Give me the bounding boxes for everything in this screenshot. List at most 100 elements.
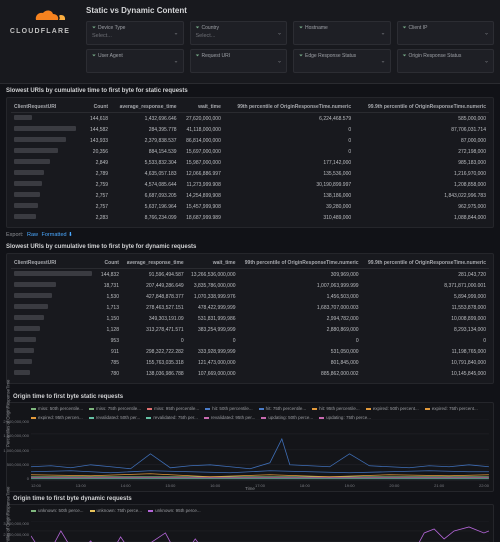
- filter-country[interactable]: ⏷Country Select... ⌄: [190, 21, 288, 45]
- export-raw-link[interactable]: Raw: [27, 232, 38, 238]
- chevron-down-icon: ⌄: [173, 30, 178, 37]
- export-formatted-link[interactable]: Formatted: [42, 232, 67, 238]
- filter-user agent[interactable]: ⏷User Agent ⌄: [86, 49, 184, 73]
- brand-name: CLOUDFLARE: [10, 28, 70, 35]
- funnel-icon: ⏷: [299, 25, 303, 31]
- legend-item[interactable]: unknown: 50th perce...: [31, 508, 84, 513]
- table-row: 1,150349,303,191.09531,831,999,9862,994,…: [11, 313, 489, 324]
- table-row: 2,7594,574,085.64411,273,999.90830,190,8…: [11, 179, 489, 190]
- static-uri-table: ClientRequestURICountaverage_response_ti…: [11, 102, 489, 223]
- funnel-icon: ⏷: [403, 53, 407, 59]
- download-icon[interactable]: ⬇: [68, 232, 73, 238]
- legend-item[interactable]: miss: 75th percentile...: [89, 406, 141, 411]
- export-row: Export: Raw Formatted ⬇: [6, 232, 494, 238]
- redacted-uri: [14, 148, 58, 153]
- table-row: 18,731207,449,286.6493,835,786,000,0001,…: [11, 280, 489, 291]
- table-row: 20,356884,154.53915,697,000,0000272,198,…: [11, 146, 489, 157]
- redacted-uri: [14, 282, 56, 287]
- filter-origin response status[interactable]: ⏷Origin Response Status ⌄: [397, 49, 495, 73]
- redacted-uri: [14, 337, 36, 342]
- legend-item[interactable]: hit: 95th percentile...: [312, 406, 360, 411]
- redacted-uri: [14, 214, 36, 219]
- table-row: 144,582284,395.77841,118,000,000087,706,…: [11, 124, 489, 135]
- redacted-uri: [14, 137, 66, 142]
- chevron-down-icon: ⌄: [484, 58, 489, 65]
- page-title: Static vs Dynamic Content: [86, 4, 187, 17]
- funnel-icon: ⏷: [299, 53, 303, 59]
- header: CLOUDFLARE Static vs Dynamic Content ⏷De…: [0, 0, 500, 84]
- table-row: 1,713278,463,527.151478,422,999,9991,683…: [11, 302, 489, 313]
- col-header[interactable]: 99th percentile of OriginResponseTime.nu…: [224, 102, 354, 113]
- redacted-uri: [14, 181, 42, 186]
- table-row: 2,8495,533,832.30415,987,000,000177,142,…: [11, 157, 489, 168]
- legend-item[interactable]: hit: 75th percentile...: [259, 406, 307, 411]
- funnel-icon: ⏷: [92, 25, 96, 31]
- col-header[interactable]: ClientRequestURI: [11, 102, 85, 113]
- funnel-icon: ⏷: [403, 25, 407, 31]
- col-header[interactable]: Count: [97, 258, 122, 269]
- redacted-uri: [14, 304, 48, 309]
- table-row: 9530000: [11, 335, 489, 346]
- filter-area: Static vs Dynamic Content ⏷Device Type S…: [80, 0, 500, 83]
- col-header[interactable]: Count: [85, 102, 111, 113]
- chevron-down-icon: ⌄: [380, 30, 385, 37]
- table-row: 144,6181,432,696.64627,620,000,0006,224,…: [11, 113, 489, 125]
- brand-logo: CLOUDFLARE: [0, 0, 80, 39]
- col-header[interactable]: 99.9th percentile of OriginResponseTime.…: [362, 258, 489, 269]
- legend-item[interactable]: miss: 95th percentile...: [147, 406, 199, 411]
- table-row: 143,9332,379,838.53786,814,000,000087,00…: [11, 135, 489, 146]
- redacted-uri: [14, 203, 38, 208]
- redacted-uri: [14, 271, 92, 276]
- filter-edge response status[interactable]: ⏷Edge Response Status ⌄: [293, 49, 391, 73]
- chart-series: [31, 471, 489, 473]
- filter-client ip[interactable]: ⏷Client IP ⌄: [397, 21, 495, 45]
- legend-item[interactable]: miss: 50th percentile...: [31, 406, 83, 411]
- cloudflare-cloud-icon: [14, 6, 66, 26]
- static-ttfb-chart: Origin time to first byte static request…: [6, 402, 494, 492]
- col-header[interactable]: average_response_time: [122, 258, 187, 269]
- dynamic-ttfb-chart: Origin time to first byte dynamic reques…: [6, 504, 494, 542]
- col-header[interactable]: wait_time: [187, 258, 239, 269]
- filter-hostname[interactable]: ⏷Hostname ⌄: [293, 21, 391, 45]
- legend-item[interactable]: unknown: 95th perce...: [148, 508, 201, 513]
- funnel-icon: ⏷: [92, 53, 96, 59]
- chevron-down-icon: ⌄: [277, 30, 282, 37]
- chevron-down-icon: ⌄: [277, 58, 282, 65]
- redacted-uri: [14, 126, 76, 131]
- redacted-uri: [14, 315, 44, 320]
- table-row: 2,7575,637,196.96415,457,999,90839,280,0…: [11, 201, 489, 212]
- redacted-uri: [14, 170, 44, 175]
- col-header[interactable]: average_response_time: [111, 102, 179, 113]
- section-title: Slowest URIs by cumulative time to first…: [6, 88, 494, 94]
- col-header[interactable]: ClientRequestURI: [11, 258, 97, 269]
- redacted-uri: [14, 115, 32, 120]
- redacted-uri: [14, 192, 40, 197]
- table-row: 144,83291,596,494.58713,266,536,000,0003…: [11, 269, 489, 281]
- redacted-uri: [14, 293, 52, 298]
- redacted-uri: [14, 348, 34, 353]
- table-row: 1,128313,278,471.571383,254,999,9992,880…: [11, 324, 489, 335]
- table-row: 2,7894,635,057.18312,066,886.997135,536,…: [11, 168, 489, 179]
- redacted-uri: [14, 159, 50, 164]
- chart-series: [31, 474, 489, 477]
- legend-item[interactable]: expired: 50th percent...: [366, 406, 419, 411]
- legend-item[interactable]: expired: 75th percent...: [425, 406, 478, 411]
- col-header[interactable]: wait_time: [180, 102, 224, 113]
- table-row: 2,7576,687,093.20514,254,899,908138,186,…: [11, 190, 489, 201]
- funnel-icon: ⏷: [196, 25, 200, 31]
- legend-item[interactable]: hit: 50th percentile...: [205, 406, 253, 411]
- redacted-uri: [14, 370, 30, 375]
- table-static-section: Slowest URIs by cumulative time to first…: [0, 84, 500, 240]
- chart-series: [31, 439, 489, 469]
- chevron-down-icon: ⌄: [173, 58, 178, 65]
- filter-device type[interactable]: ⏷Device Type Select... ⌄: [86, 21, 184, 45]
- col-header[interactable]: 99th percentile of OriginResponseTime.nu…: [239, 258, 362, 269]
- dynamic-uri-table: ClientRequestURICountaverage_response_ti…: [11, 258, 489, 379]
- table-row: 911298,322,722.282333,928,999,999531,050…: [11, 346, 489, 357]
- redacted-uri: [14, 359, 32, 364]
- table-row: 2,2838,766,234.09918,687,999.989310,489,…: [11, 212, 489, 223]
- chevron-down-icon: ⌄: [484, 30, 489, 37]
- legend-item[interactable]: unknown: 75th perce...: [90, 508, 143, 513]
- filter-request uri[interactable]: ⏷Request URI ⌄: [190, 49, 288, 73]
- col-header[interactable]: 99.9th percentile of OriginResponseTime.…: [354, 102, 489, 113]
